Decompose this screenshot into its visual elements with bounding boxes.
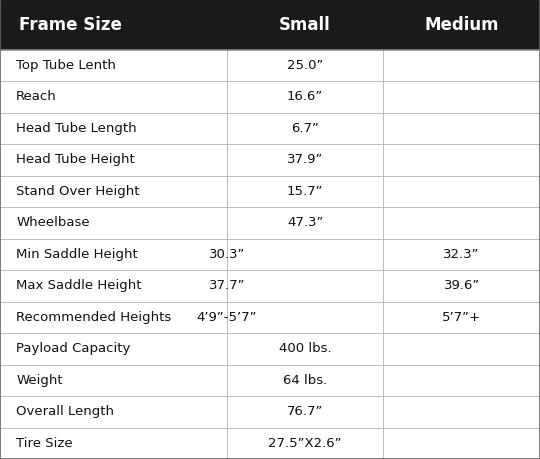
Text: Head Tube Height: Head Tube Height — [16, 153, 135, 166]
Text: Overall Length: Overall Length — [16, 405, 114, 418]
Text: 15.7”: 15.7” — [287, 185, 323, 198]
Text: Tire Size: Tire Size — [16, 437, 73, 450]
Bar — [0, 364, 540, 396]
Text: 25.0”: 25.0” — [287, 59, 323, 72]
Bar — [0, 0, 540, 50]
Text: 400 lbs.: 400 lbs. — [279, 342, 332, 355]
Text: Frame Size: Frame Size — [19, 16, 122, 34]
Text: 37.9”: 37.9” — [287, 153, 323, 166]
Text: 39.6”: 39.6” — [443, 279, 480, 292]
Bar — [0, 302, 540, 333]
Text: 5’7”+: 5’7”+ — [442, 311, 481, 324]
Bar — [0, 396, 540, 427]
Bar — [0, 175, 540, 207]
Bar — [0, 81, 540, 112]
Text: Max Saddle Height: Max Saddle Height — [16, 279, 141, 292]
Text: Stand Over Height: Stand Over Height — [16, 185, 140, 198]
Text: Weight: Weight — [16, 374, 63, 387]
Text: Recommended Heights: Recommended Heights — [16, 311, 172, 324]
Text: 30.3”: 30.3” — [208, 248, 245, 261]
Text: 27.5”X2.6”: 27.5”X2.6” — [268, 437, 342, 450]
Bar — [0, 112, 540, 144]
Text: Reach: Reach — [16, 90, 57, 103]
Text: 76.7”: 76.7” — [287, 405, 323, 418]
Bar — [0, 239, 540, 270]
Text: 6.7”: 6.7” — [291, 122, 319, 135]
Text: Min Saddle Height: Min Saddle Height — [16, 248, 138, 261]
Text: Payload Capacity: Payload Capacity — [16, 342, 131, 355]
Bar — [0, 207, 540, 239]
Bar — [0, 50, 540, 81]
Bar — [0, 270, 540, 302]
Bar — [0, 144, 540, 175]
Text: Head Tube Length: Head Tube Length — [16, 122, 137, 135]
Text: 64 lbs.: 64 lbs. — [283, 374, 327, 387]
Text: 32.3”: 32.3” — [443, 248, 480, 261]
Bar — [0, 427, 540, 459]
Text: Medium: Medium — [424, 16, 499, 34]
Text: 37.7”: 37.7” — [208, 279, 245, 292]
Text: Top Tube Lenth: Top Tube Lenth — [16, 59, 116, 72]
Text: 4’9”-5’7”: 4’9”-5’7” — [197, 311, 257, 324]
Text: Wheelbase: Wheelbase — [16, 216, 90, 230]
Text: 47.3”: 47.3” — [287, 216, 323, 230]
Text: Small: Small — [279, 16, 331, 34]
Bar — [0, 333, 540, 364]
Text: 16.6”: 16.6” — [287, 90, 323, 103]
